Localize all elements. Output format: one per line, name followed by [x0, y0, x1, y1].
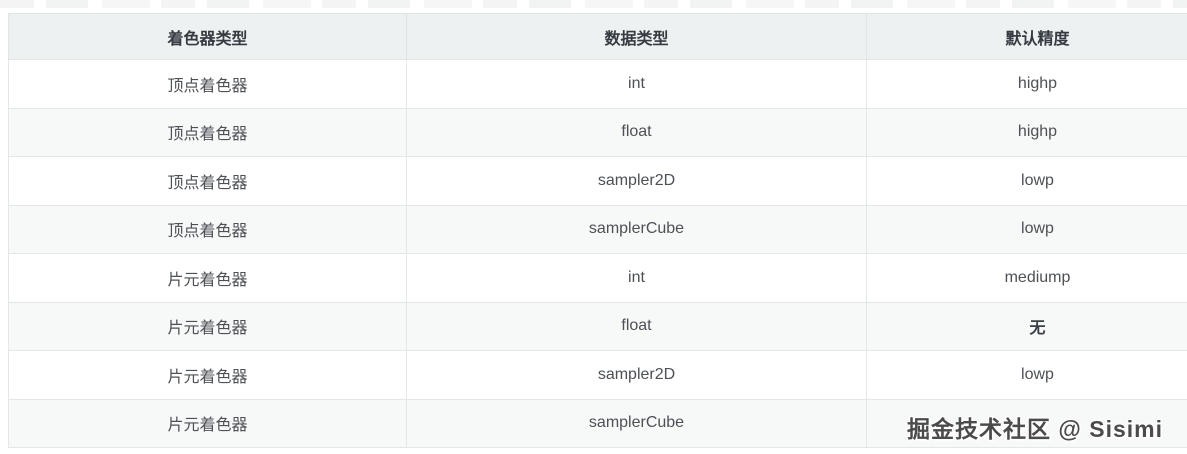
datatype-cell: int: [406, 253, 867, 303]
table-row: 顶点着色器 int highp: [8, 59, 1187, 109]
shader-cell: 片元着色器: [8, 253, 407, 303]
precision-cell: highp: [866, 59, 1187, 109]
shader-cell: 顶点着色器: [8, 107, 407, 157]
datatype-cell: int: [406, 59, 867, 109]
column-header-shader: 着色器类型: [8, 13, 407, 60]
shader-precision-table: 着色器类型 数据类型 默认精度 顶点着色器 int highp 顶点着色器 float hig…: [8, 13, 1187, 448]
table-row: 片元着色器 int mediump: [8, 253, 1187, 303]
datatype-cell: float: [406, 301, 867, 351]
precision-cell: mediump: [866, 253, 1187, 303]
precision-cell: 无: [866, 301, 1187, 351]
table-row: 顶点着色器 float highp: [8, 107, 1187, 157]
precision-cell: lowp: [866, 350, 1187, 400]
table-row: 顶点着色器 samplerCube lowp: [8, 204, 1187, 254]
cropped-content-artifact: [0, 0, 1187, 8]
table-row: 顶点着色器 sampler2D lowp: [8, 156, 1187, 206]
precision-cell: [866, 398, 1187, 448]
table-row: 片元着色器 sampler2D lowp: [8, 350, 1187, 400]
shader-cell: 片元着色器: [8, 398, 407, 448]
datatype-cell: sampler2D: [406, 156, 867, 206]
datatype-cell: float: [406, 107, 867, 157]
column-header-precision: 默认精度: [866, 13, 1187, 60]
shader-cell: 片元着色器: [8, 350, 407, 400]
datatype-cell: samplerCube: [406, 204, 867, 254]
shader-cell: 顶点着色器: [8, 156, 407, 206]
shader-cell: 片元着色器: [8, 301, 407, 351]
column-header-datatype: 数据类型: [406, 13, 867, 60]
shader-cell: 顶点着色器: [8, 59, 407, 109]
shader-cell: 顶点着色器: [8, 204, 407, 254]
table-header-row: 着色器类型 数据类型 默认精度: [8, 13, 1187, 60]
watermark: 掘金技术社区 @ Sisimi: [907, 416, 1163, 442]
datatype-cell: samplerCube: [406, 398, 867, 448]
precision-cell: lowp: [866, 156, 1187, 206]
precision-cell: highp: [866, 107, 1187, 157]
table-row: 片元着色器 samplerCube: [8, 398, 1187, 448]
precision-cell: lowp: [866, 204, 1187, 254]
datatype-cell: sampler2D: [406, 350, 867, 400]
table-row: 片元着色器 float 无: [8, 301, 1187, 351]
